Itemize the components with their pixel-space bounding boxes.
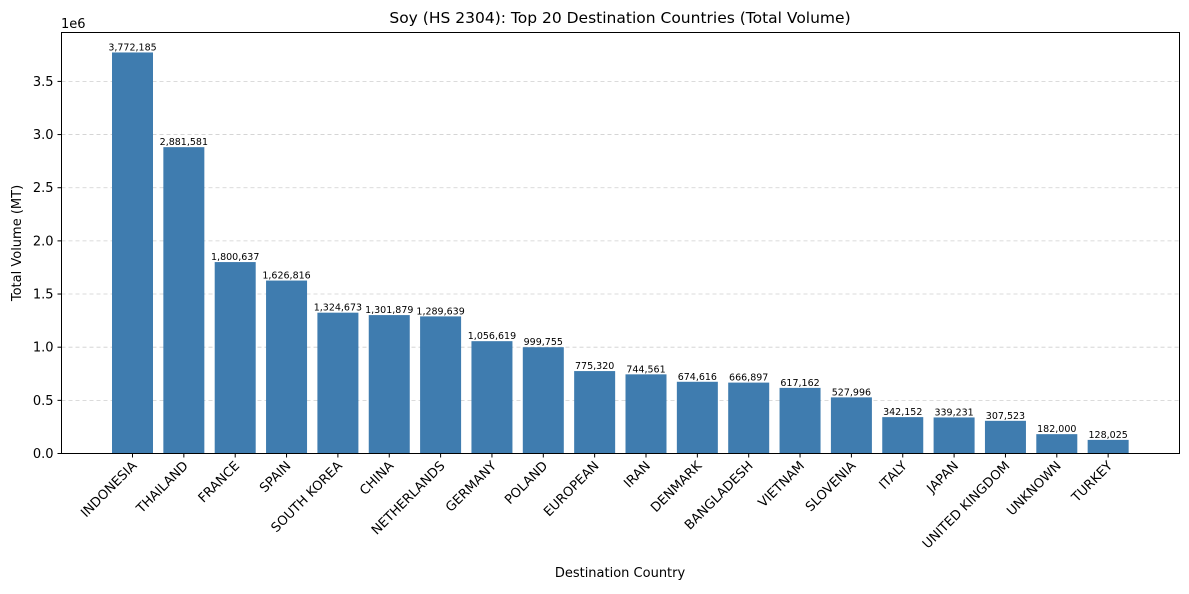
y-tick-label: 3.0 (33, 128, 54, 143)
y-tick-label: 0.0 (33, 447, 54, 462)
x-tick-label: SPAIN (257, 459, 294, 496)
bar-value-label: 1,800,637 (211, 252, 259, 263)
bar (728, 382, 770, 454)
bar-value-label: 307,523 (986, 411, 1025, 422)
x-tick-label: JAPAN (924, 459, 962, 497)
x-tick-label: SLOVENIA (803, 459, 859, 515)
x-axis-label: Destination Country (555, 566, 686, 581)
bar-value-label: 1,626,816 (262, 271, 310, 282)
bar (984, 420, 1026, 454)
bar (574, 371, 616, 454)
bar (317, 312, 359, 454)
plot-frame (61, 32, 1180, 454)
bar (1036, 434, 1078, 454)
bar-value-label: 2,881,581 (160, 137, 208, 148)
y-tick-label: 3.5 (33, 75, 54, 90)
x-tick-label: ITALY (877, 459, 911, 493)
x-tick-label: UNKNOWN (1004, 459, 1064, 519)
bar-value-label: 1,324,673 (314, 303, 362, 314)
bar (471, 341, 513, 454)
bar (676, 381, 718, 454)
x-tick-label: INDONESIA (78, 459, 140, 521)
bars (112, 52, 1129, 454)
bar-value-label: 128,025 (1089, 430, 1128, 441)
bar (420, 316, 462, 454)
grid-lines (61, 81, 1180, 401)
y-tick-label: 2.0 (33, 234, 54, 249)
y-tick-label: 1.5 (33, 288, 54, 303)
y-tick-label: 0.5 (33, 394, 54, 409)
x-tick-label: GERMANY (443, 459, 500, 516)
y-offset-label: 1e6 (61, 17, 86, 32)
bar-value-label: 666,897 (729, 373, 768, 384)
y-axis: 0.0 0.5 1.0 1.5 2.0 2.5 3.0 3.5 (33, 75, 62, 462)
x-tick-label: IRAN (621, 459, 654, 492)
bar-value-label: 342,152 (883, 407, 922, 418)
y-tick-label: 1.0 (33, 341, 54, 356)
x-tick-label: CHINA (357, 459, 397, 499)
x-tick-label: FRANCE (196, 459, 243, 506)
bar (779, 387, 821, 454)
bar-value-label: 1,301,879 (365, 305, 413, 316)
bar (933, 417, 975, 454)
bar (368, 315, 410, 454)
bar (830, 397, 872, 454)
bar-value-label: 744,561 (626, 364, 665, 375)
bar-value-label: 182,000 (1037, 424, 1076, 435)
bar-value-label: 527,996 (832, 387, 871, 398)
y-tick-label: 2.5 (33, 181, 54, 196)
bar (163, 147, 205, 454)
y-axis-label: Total Volume (MT) (10, 185, 25, 302)
bar-value-label: 1,056,619 (468, 331, 516, 342)
bar-value-label: 3,772,185 (108, 42, 156, 53)
x-tick-label: TURKEY (1068, 459, 1116, 507)
bar (522, 347, 564, 454)
bar-value-label: 617,162 (780, 378, 819, 389)
x-tick-label: POLAND (502, 459, 551, 508)
bar (882, 417, 924, 454)
x-tick-label: THAILAND (133, 459, 191, 517)
bar-value-label: 674,616 (678, 372, 717, 383)
bar (266, 280, 308, 454)
bar (1087, 439, 1129, 454)
x-tick-label: UNITED KINGDOM (920, 459, 1013, 552)
x-tick-label: EUROPEAN (541, 459, 602, 520)
x-tick-label: VIETNAM (756, 459, 808, 511)
bar-value-label: 339,231 (934, 407, 973, 418)
bar-value-label: 775,320 (575, 361, 614, 372)
bar (112, 52, 153, 454)
bar-value-label: 999,755 (524, 337, 563, 348)
bar (625, 374, 667, 454)
bar-value-label: 1,289,639 (416, 306, 464, 317)
bar (214, 262, 256, 454)
chart-title: Soy (HS 2304): Top 20 Destination Countr… (389, 9, 850, 27)
